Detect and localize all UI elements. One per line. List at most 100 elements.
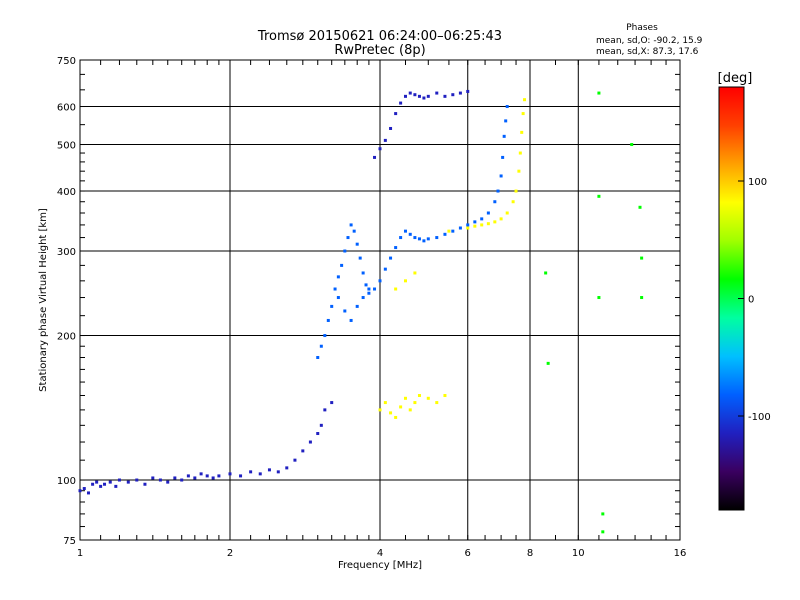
echo-point <box>394 415 398 419</box>
echo-point <box>451 229 455 233</box>
echo-point <box>443 394 447 398</box>
echo-point <box>394 287 398 291</box>
echo-point <box>193 476 197 480</box>
echo-point <box>466 89 470 93</box>
colorbar-tick-label: -100 <box>748 412 771 423</box>
echo-point <box>319 344 323 348</box>
echo-point <box>285 466 289 470</box>
echo-point <box>466 226 470 230</box>
echo-point <box>95 480 99 484</box>
echo-point <box>504 119 508 123</box>
echo-point <box>443 232 447 236</box>
echo-point <box>394 246 398 250</box>
echo-point <box>361 296 365 300</box>
stats-o-line: mean, sd,O: -90.2, 15.9 <box>596 36 703 46</box>
echo-point <box>426 396 430 400</box>
chart-title-line1: Tromsø 20150621 06:24:00–06:25:43 <box>257 29 502 44</box>
colorbar-ticks: 100 0 -100 <box>738 177 771 423</box>
echo-point <box>493 200 497 204</box>
echo-point <box>267 468 271 472</box>
x-tick-label: 8 <box>527 548 533 559</box>
echo-point <box>217 474 221 478</box>
echo-point <box>99 484 103 488</box>
echo-point <box>466 223 470 227</box>
echo-point <box>367 291 371 295</box>
echo-point <box>361 271 365 275</box>
echo-point <box>323 408 327 412</box>
echo-point <box>451 93 455 97</box>
echo-point <box>597 194 601 198</box>
echo-point <box>435 236 439 240</box>
echo-point <box>340 263 344 267</box>
echo-point <box>408 408 412 412</box>
y-tick-label: 400 <box>57 187 76 198</box>
x-axis-label: Frequency [MHz] <box>338 560 422 571</box>
echo-point <box>367 287 371 291</box>
echo-point <box>78 489 82 493</box>
y-tick-label: 500 <box>57 141 76 152</box>
y-axis-label: Stationary phase Virtual Height [km] <box>38 208 49 392</box>
echo-point <box>358 256 362 260</box>
echo-point <box>316 355 320 359</box>
echo-point <box>199 472 203 476</box>
echo-point <box>239 474 243 478</box>
echo-point <box>228 472 232 476</box>
echo-point <box>413 236 417 240</box>
echo-point <box>399 236 403 240</box>
echo-point <box>601 512 605 516</box>
echo-point <box>82 487 86 491</box>
echo-point <box>640 256 644 260</box>
echo-point <box>417 394 421 398</box>
echo-point <box>249 470 253 474</box>
echo-point <box>426 94 430 98</box>
echo-point <box>316 432 320 436</box>
echo-point <box>126 480 130 484</box>
echo-point <box>403 229 407 233</box>
echo-point <box>473 220 477 224</box>
echo-point <box>378 147 382 151</box>
echo-point <box>86 491 90 495</box>
colorbar-tick-label: 0 <box>748 295 754 306</box>
echo-point <box>349 318 353 322</box>
echo-point <box>343 309 347 313</box>
echo-point <box>186 474 190 478</box>
echo-point <box>355 242 359 246</box>
echo-point <box>205 474 209 478</box>
echo-point <box>135 478 139 482</box>
echo-point <box>166 480 170 484</box>
y-tick-label: 200 <box>57 332 76 343</box>
echo-point <box>422 239 426 243</box>
echo-point <box>355 304 359 308</box>
echo-point <box>486 222 490 226</box>
echo-point <box>546 361 550 365</box>
echo-point <box>413 93 417 97</box>
echo-point <box>373 155 377 159</box>
echo-point <box>103 482 107 486</box>
echo-point <box>330 304 334 308</box>
echo-point <box>408 91 412 95</box>
echo-point <box>523 98 527 102</box>
echo-point <box>638 205 642 209</box>
x-tick-label: 10 <box>572 548 585 559</box>
y-tick-label: 300 <box>57 247 76 258</box>
echo-point <box>597 296 601 300</box>
echo-point <box>486 211 490 215</box>
echo-point <box>308 440 312 444</box>
echo-point <box>517 169 521 173</box>
x-tick-label: 4 <box>377 548 383 559</box>
echo-point <box>108 480 112 484</box>
echo-point <box>511 200 515 204</box>
echo-point <box>480 223 484 227</box>
echo-point <box>499 217 503 221</box>
echo-point <box>399 405 403 409</box>
echo-point <box>399 101 403 105</box>
y-axis-ticks: 75 100 200 300 400 500 600 750 <box>57 56 76 547</box>
echo-point <box>496 189 500 193</box>
plot-area: 1 2 4 6 8 10 16 75 100 200 300 400 500 600 750 <box>57 56 686 559</box>
echo-point <box>544 271 548 275</box>
echo-point <box>378 408 382 412</box>
echo-point <box>364 283 368 287</box>
echo-point <box>493 220 497 224</box>
colorbar-tick-label: 100 <box>748 177 767 188</box>
